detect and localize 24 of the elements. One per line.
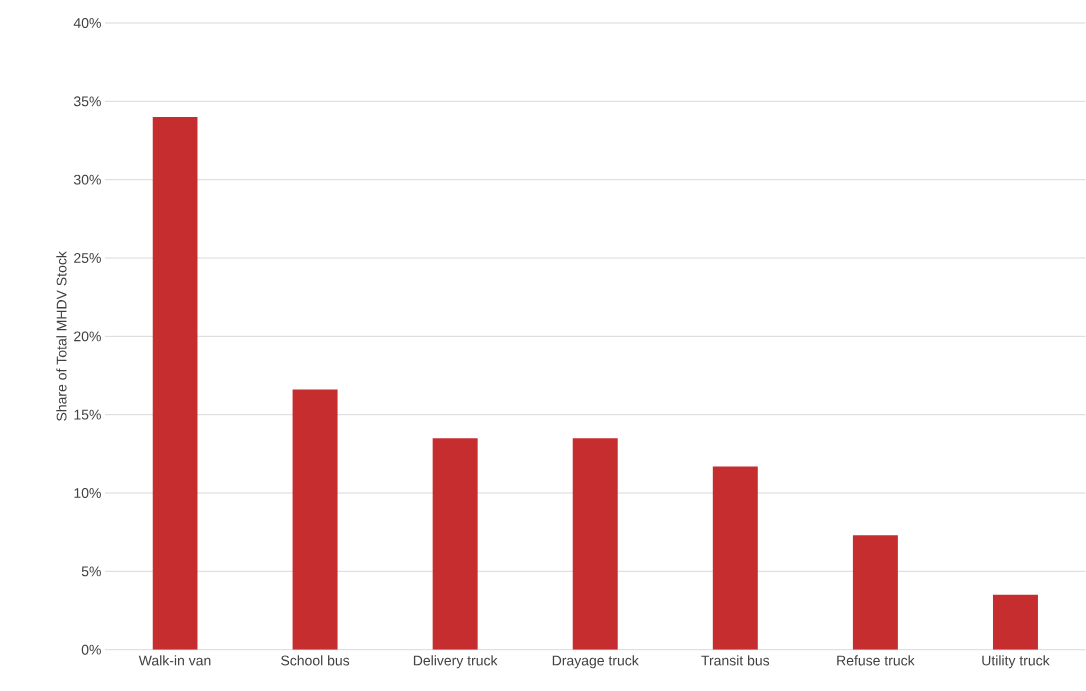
bar — [432, 438, 478, 650]
x-tick-label: Utility truck — [982, 655, 1050, 669]
bar — [292, 389, 338, 650]
y-axis-title: Share of Total MHDV Stock — [56, 251, 67, 422]
y-tick-label: 20% — [74, 331, 101, 342]
x-tick-label: School bus — [281, 655, 350, 666]
y-tick-label: 40% — [73, 18, 101, 29]
x-tick-label: Walk-in van — [138, 655, 211, 666]
y-tick-label: 35% — [73, 96, 101, 107]
y-tick-label: 10% — [74, 488, 101, 499]
x-tick-label: Delivery truck — [413, 655, 498, 669]
x-tick-label: Refuse truck — [837, 655, 915, 666]
bar — [712, 466, 758, 650]
x-tick-label: Transit bus — [701, 655, 770, 666]
bar — [572, 438, 618, 650]
bar — [852, 535, 898, 650]
y-tick-label: 25% — [74, 253, 101, 264]
y-tick-label: 0% — [81, 644, 101, 655]
y-tick-label: 30% — [73, 174, 101, 185]
bar — [992, 595, 1038, 650]
bar — [152, 117, 198, 650]
y-tick-label: 5% — [81, 566, 101, 577]
x-tick-label: Drayage truck — [552, 655, 639, 669]
y-tick-label: 15% — [74, 409, 101, 420]
